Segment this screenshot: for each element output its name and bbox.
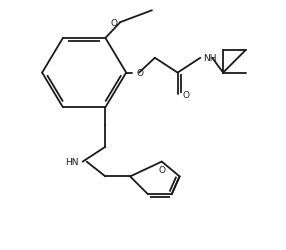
- Text: O: O: [136, 69, 143, 78]
- Text: O: O: [182, 90, 190, 100]
- Text: HN: HN: [65, 158, 79, 166]
- Text: O: O: [158, 165, 165, 174]
- Text: O: O: [110, 18, 117, 28]
- Text: NH: NH: [203, 54, 217, 63]
